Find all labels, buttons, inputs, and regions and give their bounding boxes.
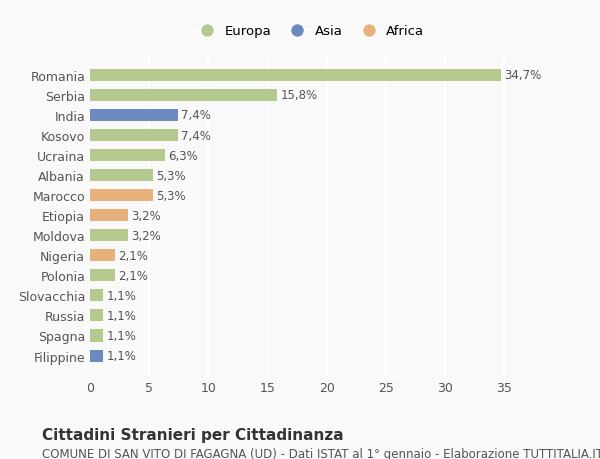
Bar bbox=[90, 270, 115, 282]
Bar bbox=[90, 130, 178, 142]
Bar bbox=[90, 310, 103, 322]
Legend: Europa, Asia, Africa: Europa, Asia, Africa bbox=[188, 20, 430, 44]
Text: 1,1%: 1,1% bbox=[107, 349, 136, 362]
Bar bbox=[90, 110, 178, 122]
Text: 5,3%: 5,3% bbox=[156, 169, 186, 182]
Bar bbox=[90, 250, 115, 262]
Text: 1,1%: 1,1% bbox=[107, 289, 136, 302]
Bar bbox=[90, 230, 128, 242]
Bar bbox=[90, 210, 128, 222]
Text: 3,2%: 3,2% bbox=[131, 229, 161, 242]
Bar bbox=[90, 290, 103, 302]
Text: COMUNE DI SAN VITO DI FAGAGNA (UD) - Dati ISTAT al 1° gennaio - Elaborazione TUT: COMUNE DI SAN VITO DI FAGAGNA (UD) - Dat… bbox=[42, 448, 600, 459]
Bar bbox=[90, 90, 277, 102]
Text: 34,7%: 34,7% bbox=[505, 69, 542, 82]
Text: Cittadini Stranieri per Cittadinanza: Cittadini Stranieri per Cittadinanza bbox=[42, 427, 344, 442]
Bar bbox=[90, 70, 501, 82]
Text: 1,1%: 1,1% bbox=[107, 309, 136, 322]
Text: 6,3%: 6,3% bbox=[168, 149, 198, 162]
Text: 2,1%: 2,1% bbox=[118, 249, 148, 262]
Bar bbox=[90, 170, 153, 182]
Text: 3,2%: 3,2% bbox=[131, 209, 161, 222]
Text: 15,8%: 15,8% bbox=[281, 89, 318, 102]
Bar bbox=[90, 190, 153, 202]
Bar bbox=[90, 150, 164, 162]
Text: 7,4%: 7,4% bbox=[181, 129, 211, 142]
Bar bbox=[90, 330, 103, 342]
Text: 2,1%: 2,1% bbox=[118, 269, 148, 282]
Text: 5,3%: 5,3% bbox=[156, 189, 186, 202]
Text: 1,1%: 1,1% bbox=[107, 329, 136, 342]
Text: 7,4%: 7,4% bbox=[181, 109, 211, 122]
Bar bbox=[90, 350, 103, 362]
